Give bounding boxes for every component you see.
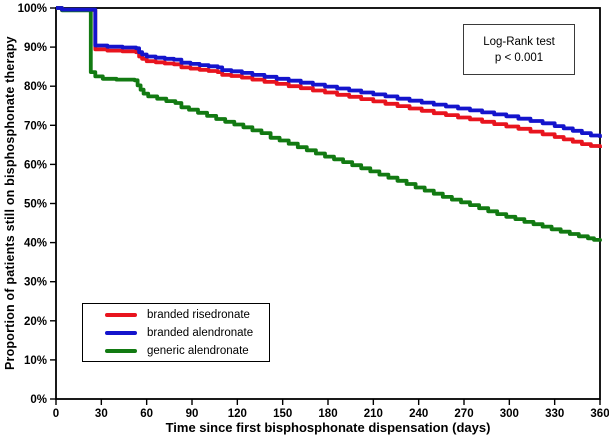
y-tick-label: 60%	[24, 159, 47, 171]
y-axis-title: Proportion of patients still on bisphosp…	[3, 36, 17, 371]
x-tick-label: 300	[500, 408, 519, 420]
curve-branded-risedronate	[56, 6, 602, 148]
x-tick-label: 60	[140, 408, 153, 420]
y-tick-label: 90%	[24, 42, 47, 54]
legend-item-generic-alendronate: generic alendronate	[105, 344, 269, 358]
alendronate-line-swatch-icon	[105, 330, 137, 335]
legend-box: branded risedronate branded alendronate …	[82, 303, 270, 362]
log-rank-annotation-box: Log-Rank test p < 0.001	[463, 24, 575, 75]
curve-generic-alendronate	[56, 6, 602, 242]
y-tick-label: 30%	[24, 277, 47, 289]
y-tick-label: 80%	[24, 81, 47, 93]
x-tick-label: 90	[186, 408, 199, 420]
y-tick-label: 0%	[30, 394, 47, 406]
x-tick-label: 210	[364, 408, 383, 420]
generic-alendronate-line-swatch-icon	[105, 348, 137, 353]
curve-branded-alendronate	[56, 6, 602, 138]
legend-item-branded-alendronate: branded alendronate	[105, 326, 269, 340]
x-axis-title: Time since first bisphosphonate dispensa…	[165, 420, 491, 435]
x-tick-label: 180	[318, 408, 337, 420]
x-tick-label: 120	[228, 408, 247, 420]
y-tick-label: 40%	[24, 238, 47, 250]
legend-item-branded-risedronate: branded risedronate	[105, 308, 269, 322]
x-tick-label: 150	[273, 408, 292, 420]
y-tick-label: 50%	[24, 199, 47, 211]
x-tick-label: 0	[53, 408, 59, 420]
y-tick-label: 100%	[18, 3, 47, 15]
legend-label-generic-alendronate: generic alendronate	[147, 344, 249, 357]
x-tick-label: 360	[590, 408, 609, 420]
log-rank-test-label: Log-Rank test	[483, 35, 555, 48]
y-tick-label: 20%	[24, 316, 47, 328]
x-tick-label: 270	[454, 408, 473, 420]
legend-label-branded-alendronate: branded alendronate	[147, 326, 254, 339]
x-tick-label: 240	[409, 408, 428, 420]
x-tick-label: 30	[95, 408, 108, 420]
p-value-label: p < 0.001	[494, 51, 544, 64]
y-tick-label: 70%	[24, 120, 47, 132]
y-tick-label: 10%	[24, 355, 47, 367]
risedronate-line-swatch-icon	[105, 312, 137, 317]
x-tick-label: 330	[545, 408, 564, 420]
legend-label-branded-risedronate: branded risedronate	[147, 308, 250, 321]
